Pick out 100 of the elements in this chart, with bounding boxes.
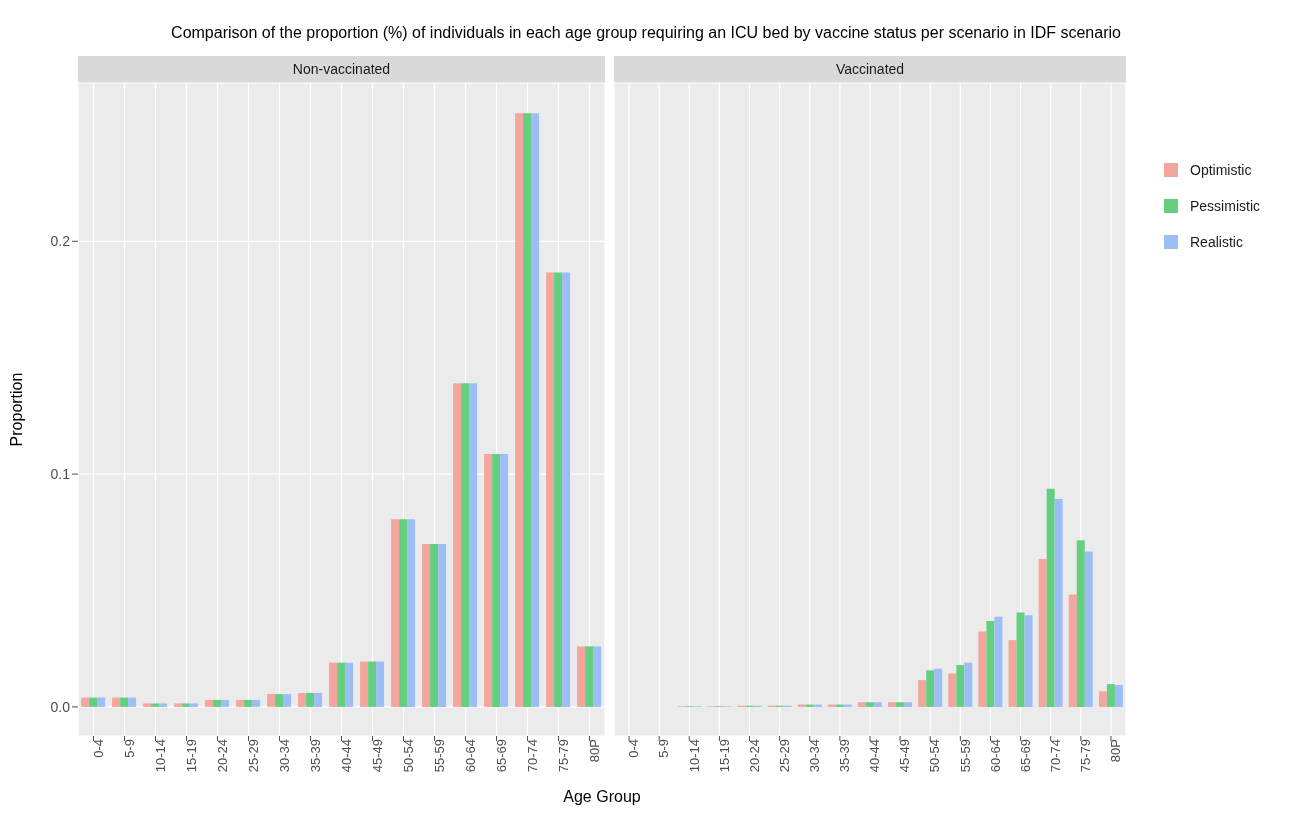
bar: [994, 616, 1003, 707]
x-tick-label: 0-4: [626, 739, 642, 758]
bar: [283, 694, 292, 707]
bar: [190, 703, 199, 707]
bar: [469, 383, 478, 707]
bar: [593, 646, 602, 707]
bar: [492, 454, 501, 707]
bar: [360, 661, 369, 707]
bar: [1038, 559, 1047, 707]
bar: [407, 519, 416, 707]
x-tick-label: 50-54: [927, 739, 943, 773]
bar: [453, 383, 462, 707]
x-tick-label: 55-59: [957, 739, 973, 773]
bar: [151, 703, 160, 707]
bar: [1114, 685, 1123, 707]
x-tick-label: 10-14: [152, 739, 168, 773]
x-tick-label: 70-74: [524, 739, 540, 773]
bar: [1016, 612, 1025, 707]
bar: [515, 113, 524, 707]
bar: [986, 621, 995, 707]
bar: [376, 661, 385, 707]
bar: [1008, 640, 1017, 707]
x-tick-label: 65-69: [1017, 739, 1033, 773]
y-tick-label: 0.2: [50, 233, 71, 250]
x-tick-label: 80P: [586, 739, 602, 763]
bar: [182, 703, 191, 707]
bar: [585, 646, 594, 707]
x-tick-label: 45-49: [369, 739, 385, 773]
x-tick-label: 35-39: [837, 739, 853, 773]
bar: [857, 702, 866, 707]
chart-subtitle: Vaccinated: [614, 56, 1126, 83]
bar: [500, 454, 509, 707]
x-tick-label: 35-39: [307, 739, 323, 773]
x-tick-label: 55-59: [431, 739, 447, 773]
bar: [329, 662, 338, 707]
chart-subtitle: Non-vaccinated: [78, 56, 605, 83]
bar: [904, 702, 913, 707]
bar: [896, 702, 905, 707]
bar: [1054, 499, 1063, 707]
bar: [159, 703, 168, 707]
bar: [926, 670, 935, 707]
bar: [267, 694, 276, 707]
x-tick-label: 5-9: [121, 739, 137, 758]
text: Comparison of the proportion (%) of individuals in each age group requiring an ICU bed by vaccine status per scenario in IDF scenario: [170, 24, 1122, 42]
bar: [1098, 691, 1107, 707]
y-tick-label: 0.0: [50, 698, 71, 715]
x-tick-label: 40-44: [338, 739, 354, 773]
x-tick-label: 20-24: [746, 739, 762, 773]
x-tick-label: 65-69: [493, 739, 509, 773]
x-tick-label: 25-29: [245, 739, 261, 773]
bar: [964, 662, 973, 707]
y-axis-title: Proportion: [7, 372, 25, 447]
x-tick-label: 30-34: [276, 739, 292, 773]
legend-label: Optimistic: [1190, 162, 1252, 178]
bar: [368, 661, 377, 707]
legend-label: Realistic: [1190, 234, 1243, 250]
x-tick-label: 15-19: [716, 739, 732, 773]
bar: [546, 272, 555, 707]
bar: [205, 699, 214, 707]
bar: [948, 673, 957, 707]
bar: [562, 272, 571, 707]
bar: [422, 543, 431, 707]
x-tick-label: 60-64: [987, 739, 1003, 773]
x-tick-label: 45-49: [897, 739, 913, 773]
bar: [1068, 594, 1077, 707]
bar: [143, 703, 152, 707]
bar: [523, 113, 532, 707]
bar: [391, 519, 400, 707]
bar: [1024, 615, 1033, 707]
bar: [112, 697, 121, 707]
bar: [89, 697, 98, 707]
bar: [461, 383, 470, 707]
x-tick-label: 50-54: [400, 739, 416, 773]
bar: [236, 699, 245, 707]
bar: [484, 454, 493, 707]
bar: [252, 699, 261, 707]
bar: [97, 697, 106, 707]
x-tick-label: 60-64: [462, 739, 478, 773]
bar: [128, 697, 137, 707]
bar: [298, 692, 307, 707]
bar: [1076, 540, 1085, 707]
x-tick-label: 40-44: [867, 739, 883, 773]
x-tick-label: 0-4: [90, 739, 106, 758]
bar: [399, 519, 408, 707]
bar: [956, 665, 965, 707]
x-tick-label: 20-24: [214, 739, 230, 773]
x-tick-label: 30-34: [806, 739, 822, 773]
bar: [934, 668, 943, 707]
bar: [306, 692, 315, 707]
bar: [918, 680, 927, 707]
bar: [978, 631, 987, 707]
y-tick-label: 0.1: [50, 466, 71, 483]
bar: [314, 692, 323, 707]
bar: [577, 646, 586, 707]
bar: [174, 703, 183, 707]
bar: [430, 543, 439, 707]
bar: [1084, 551, 1093, 707]
bar: [244, 699, 253, 707]
x-tick-label: 15-19: [183, 739, 199, 773]
bar: [531, 113, 540, 707]
